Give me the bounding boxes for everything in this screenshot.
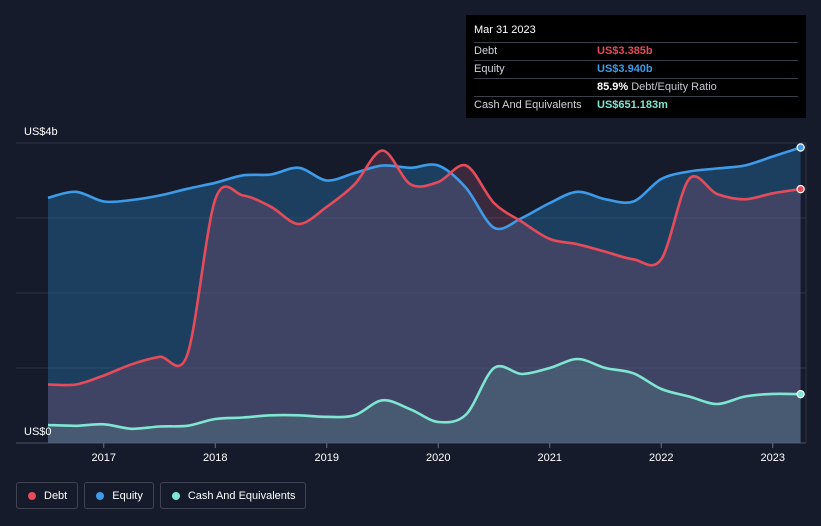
tooltip-ratio-sub: Debt/Equity Ratio [631, 81, 717, 93]
end-point-cash-and-equivalents [796, 389, 805, 399]
tooltip-row-ratio: 85.9% Debt/Equity Ratio [474, 78, 798, 96]
legend-item-equity[interactable]: Equity [84, 482, 154, 509]
x-tick-label: 2020 [426, 452, 450, 464]
tooltip-row-equity: Equity US$3.940b [474, 60, 798, 78]
tooltip: Mar 31 2023 Debt US$3.385b Equity US$3.9… [466, 15, 806, 118]
series-areas [48, 147, 801, 443]
tooltip-cash-value: US$651.183m [597, 99, 668, 111]
line-cash-and-equivalents [47, 357, 801, 431]
x-tick-label: 2019 [315, 452, 339, 464]
x-axis-ticks: 2017 2018 2019 2020 2021 2022 2023 [92, 443, 785, 464]
series-end-points [796, 143, 805, 399]
y-axis-bottom-label: US$0 [24, 426, 52, 438]
area-cash-and-equivalents [48, 359, 801, 443]
legend-dot-equity [96, 491, 105, 500]
end-point-debt [796, 184, 805, 194]
x-tick-label: 2018 [203, 452, 227, 464]
y-axis-top-label: US$4b [24, 126, 58, 138]
tooltip-ratio-value: 85.9% [597, 81, 629, 93]
legend-label-debt: Debt [44, 489, 68, 502]
end-point-equity [796, 143, 805, 152]
tooltip-ratio-label [474, 79, 597, 96]
tooltip-equity-value: US$3.940b [597, 63, 653, 75]
series-lines [47, 146, 801, 431]
legend-item-debt[interactable]: Debt [16, 482, 79, 509]
tooltip-row-cash: Cash And Equivalents US$651.183m [474, 96, 798, 114]
x-tick-label: 2022 [649, 452, 673, 464]
tooltip-cash-label: Cash And Equivalents [474, 99, 582, 111]
line-debt [47, 149, 801, 387]
tooltip-equity-label: Equity [474, 63, 505, 75]
legend-dot-cash [171, 491, 180, 500]
legend-label-cash: Cash And Equivalents [187, 489, 296, 502]
tooltip-debt-label: Debt [474, 45, 498, 57]
line-equity [47, 146, 801, 231]
tooltip-debt-value: US$3.385b [597, 45, 653, 57]
legend-item-cash[interactable]: Cash And Equivalents [159, 482, 307, 509]
legend-dot-debt [28, 491, 36, 500]
tooltip-date: Mar 31 2023 [474, 24, 536, 36]
x-tick-label: 2021 [538, 452, 562, 464]
x-tick-label: 2017 [92, 452, 116, 464]
legend: Debt Equity Cash And Equivalents [16, 482, 307, 509]
x-tick-label: 2023 [761, 452, 785, 464]
legend-label-equity: Equity [112, 489, 143, 502]
tooltip-row-debt: Debt US$3.385b [474, 42, 798, 60]
